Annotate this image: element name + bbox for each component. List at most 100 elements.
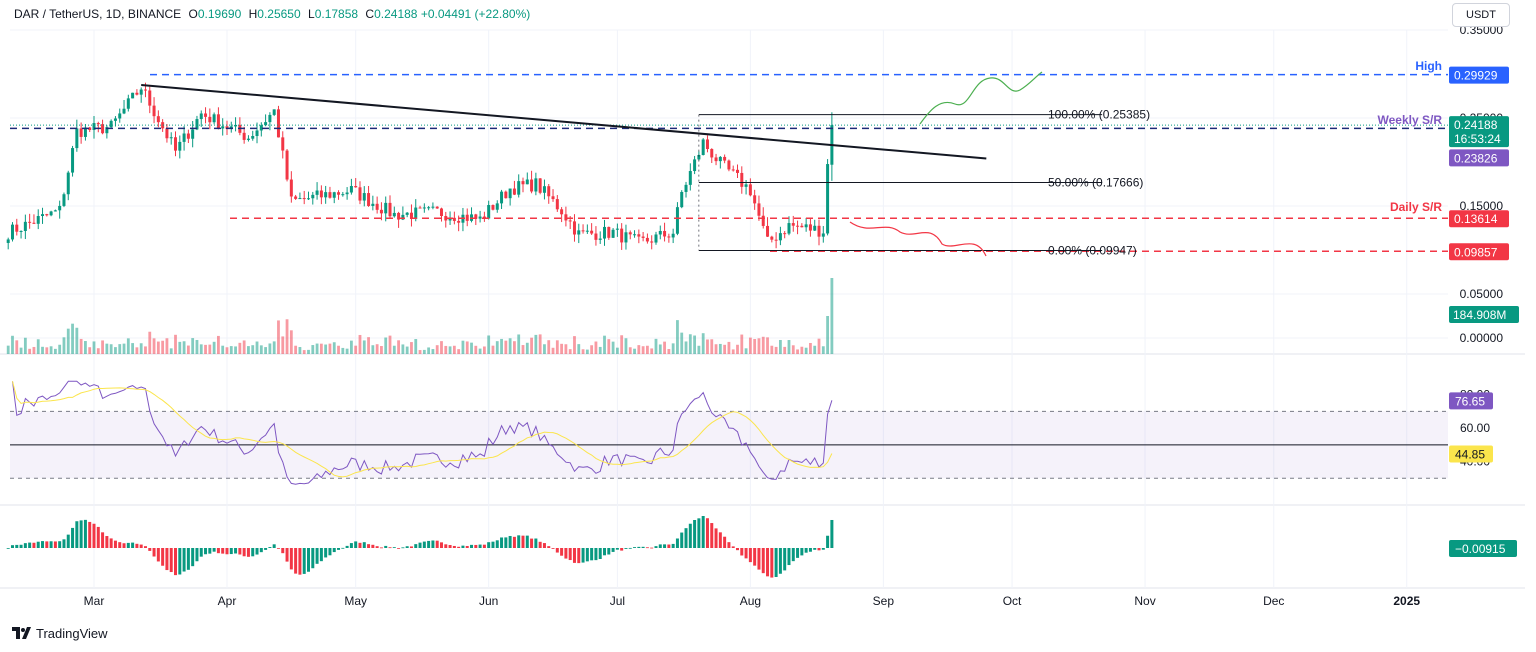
- daily-sr-tag-text: 0.13614: [1454, 212, 1498, 226]
- candle-body: [671, 233, 675, 238]
- volume-bar: [495, 341, 499, 354]
- volume-bar: [646, 345, 649, 354]
- candle-body: [817, 225, 821, 237]
- tradingview-logo[interactable]: TradingView: [12, 626, 108, 641]
- currency-button[interactable]: USDT: [1452, 3, 1510, 27]
- candle-body: [414, 207, 418, 219]
- volume-bar: [577, 344, 581, 354]
- volume-bar: [791, 345, 795, 354]
- weekly-sr-tag: [1449, 149, 1509, 167]
- macd-histogram-bar: [135, 543, 139, 548]
- macd-histogram-bar: [251, 548, 255, 557]
- volume-bar: [581, 349, 585, 354]
- volume-bar: [543, 344, 546, 354]
- volume-bar: [401, 344, 405, 354]
- volume-bar: [397, 340, 400, 354]
- volume-bar: [585, 349, 589, 354]
- x-tick-label: Nov: [1134, 594, 1155, 608]
- candle-body: [645, 237, 649, 242]
- macd-histogram-bar: [521, 535, 525, 548]
- candle-body: [101, 124, 105, 134]
- macd-histogram-bar: [131, 542, 135, 548]
- candle-body: [397, 212, 401, 220]
- macd-histogram-bar: [791, 548, 795, 562]
- macd-histogram-bar: [615, 548, 619, 550]
- volume-bar: [517, 334, 521, 354]
- candle-body: [268, 114, 272, 123]
- macd-histogram-bar: [152, 548, 156, 557]
- candle-body: [663, 230, 667, 237]
- open-label: O: [188, 7, 198, 21]
- candle-body: [577, 230, 581, 235]
- macd-histogram-bar: [289, 548, 293, 570]
- candle-body: [701, 139, 705, 155]
- macd-histogram-bar: [208, 548, 212, 554]
- candle-body: [525, 179, 529, 185]
- candle-body: [6, 239, 10, 243]
- volume-bar: [667, 349, 671, 354]
- symbol-title: DAR / TetherUS, 1D, BINANCE: [14, 7, 182, 21]
- candle-body: [555, 199, 559, 210]
- macd-histogram-bar: [225, 548, 229, 555]
- volume-bar: [521, 345, 525, 354]
- candle-body: [143, 89, 147, 91]
- volume-bar: [779, 340, 782, 354]
- candle-body: [774, 239, 778, 241]
- weekly-sr-tag-text: 0.23826: [1454, 151, 1498, 165]
- macd-histogram-bar: [156, 548, 160, 562]
- volume-bar: [538, 334, 542, 354]
- candle-body: [538, 178, 542, 193]
- macd-histogram-bar: [650, 547, 654, 549]
- macd-histogram-bar: [495, 540, 499, 548]
- volume-bar: [92, 341, 96, 354]
- volume-bar: [358, 334, 362, 354]
- volume-bar: [156, 341, 160, 354]
- candle-body: [23, 221, 27, 231]
- volume-bar: [375, 344, 379, 354]
- volume-bar: [45, 347, 49, 354]
- volume-bar: [787, 340, 791, 354]
- volume-bar: [328, 343, 332, 354]
- candle-body: [409, 212, 413, 219]
- volume-bar: [238, 342, 242, 354]
- candle-body: [611, 229, 615, 238]
- volume-bar: [36, 339, 40, 354]
- volume-bar: [435, 345, 439, 354]
- macd-histogram-bar: [538, 541, 542, 548]
- macd-histogram-bar: [96, 526, 100, 548]
- candle-body: [431, 206, 435, 208]
- low-label: L: [308, 7, 315, 21]
- volume-bar: [337, 345, 340, 354]
- volume-bar: [551, 347, 555, 354]
- volume-bar: [783, 346, 787, 354]
- candle-body: [821, 233, 825, 237]
- volume-bar: [431, 349, 435, 354]
- volume-bar: [247, 346, 250, 354]
- candle-body: [161, 122, 165, 129]
- volume-bar: [688, 334, 692, 354]
- candle-body: [714, 157, 718, 162]
- candle-body: [66, 172, 70, 195]
- candle-body: [624, 232, 628, 243]
- macd-histogram-bar: [328, 548, 332, 556]
- volume-bar: [744, 348, 748, 354]
- macd-histogram-bar: [714, 528, 718, 548]
- open-value: 0.19690: [197, 7, 242, 21]
- macd-histogram-bar: [337, 548, 341, 550]
- candle-body: [139, 89, 143, 95]
- candle-body: [285, 150, 289, 180]
- candle-body: [242, 132, 246, 140]
- macd-histogram-bar: [169, 548, 173, 573]
- macd-histogram-bar: [560, 548, 564, 556]
- candle-body: [302, 198, 306, 200]
- candle-body: [641, 236, 645, 238]
- candle-body: [731, 169, 735, 171]
- macd-histogram-bar: [349, 543, 353, 548]
- volume-bar: [311, 345, 315, 354]
- macd-histogram-bar: [731, 546, 735, 548]
- macd-histogram-bar: [118, 542, 122, 548]
- candle-body: [637, 234, 641, 237]
- macd-histogram-bar: [457, 546, 461, 548]
